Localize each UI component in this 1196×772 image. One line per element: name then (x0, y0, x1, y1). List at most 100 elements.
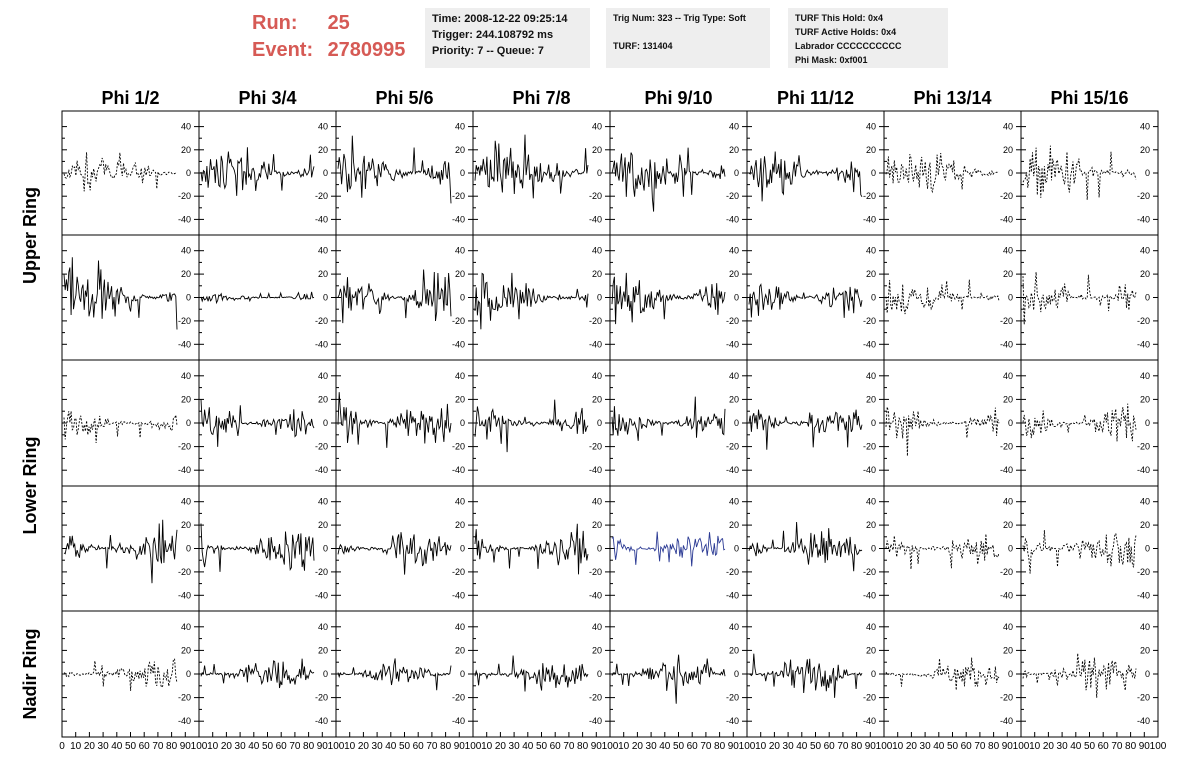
column-header-8: Phi 15/16 (1050, 88, 1128, 108)
y-tick-label: 0 (734, 669, 739, 679)
waveform-trace (748, 521, 863, 572)
y-tick-label: 40 (866, 122, 876, 132)
x-tick-label: 10 (481, 741, 493, 752)
x-tick-label: 10 (1029, 741, 1041, 752)
waveform-cell-r1-c6: -40 -20 0 20 40 (746, 110, 885, 236)
waveform-trace (885, 406, 1000, 457)
waveform-trace (63, 519, 178, 584)
waveform-trace (748, 409, 863, 450)
x-tick-label: 70 (152, 741, 164, 752)
waveform-cell-r3-c3: -40 -20 0 20 40 (335, 359, 474, 487)
x-tick-label: 50 (536, 741, 548, 752)
y-tick-label: -20 (1000, 316, 1013, 326)
row-group-label-2: Lower Ring (20, 437, 40, 535)
y-tick-label: 0 (460, 168, 465, 178)
y-tick-label: 0 (1145, 544, 1150, 554)
y-tick-label: 40 (866, 246, 876, 256)
waveform-cell-r2-c1: -40 -20 0 20 40 (61, 234, 200, 361)
y-tick-label: 0 (323, 168, 328, 178)
waveform-trace (1022, 653, 1137, 698)
x-tick-label: 100 (739, 741, 756, 752)
column-header-5: Phi 9/10 (644, 88, 712, 108)
y-tick-label: -20 (1137, 316, 1150, 326)
x-tick-label: 50 (125, 741, 137, 752)
x-tick-label: 100 (1150, 741, 1167, 752)
y-tick-label: -20 (863, 191, 876, 201)
y-tick-label: 20 (592, 645, 602, 655)
run-value: 25 (327, 12, 350, 34)
y-tick-label: 0 (460, 418, 465, 428)
y-tick-label: -20 (589, 693, 602, 703)
y-tick-label: 40 (455, 622, 465, 632)
y-tick-label: 20 (1003, 145, 1013, 155)
x-tick-label: 20 (221, 741, 233, 752)
y-tick-label: 0 (1145, 669, 1150, 679)
y-tick-label: 0 (871, 418, 876, 428)
x-tick-label: 90 (1002, 741, 1014, 752)
y-tick-label: -20 (726, 567, 739, 577)
y-tick-label: 40 (1003, 122, 1013, 132)
waveform-cell-r5-c5: -40 -20 0 20 40 (609, 610, 748, 738)
x-tick-label: 30 (372, 741, 384, 752)
waveform-trace (200, 658, 315, 689)
y-tick-label: 0 (871, 293, 876, 303)
waveform-trace (200, 399, 315, 447)
y-tick-label: -40 (178, 339, 191, 349)
y-tick-label: -20 (1000, 693, 1013, 703)
y-tick-label: 20 (455, 145, 465, 155)
y-tick-label: 40 (729, 497, 739, 507)
x-tick-label: 80 (166, 741, 178, 752)
y-tick-label: 20 (318, 394, 328, 404)
x-tick-label: 10 (755, 741, 767, 752)
y-tick-label: 20 (729, 645, 739, 655)
y-tick-label: 0 (734, 544, 739, 554)
y-tick-label: -40 (726, 716, 739, 726)
trig-num-line: Trig Num: 323 -- Trig Type: Soft (613, 13, 746, 23)
y-tick-label: 0 (1145, 293, 1150, 303)
y-tick-label: 0 (871, 168, 876, 178)
waveform-trace (63, 152, 178, 192)
y-tick-label: -40 (863, 590, 876, 600)
y-tick-label: -20 (1137, 191, 1150, 201)
y-tick-label: -40 (1137, 214, 1150, 224)
waveform-trace (63, 257, 178, 330)
waveform-trace (885, 153, 1000, 194)
y-tick-label: -20 (863, 567, 876, 577)
waveform-trace (611, 272, 726, 325)
y-tick-label: -20 (178, 442, 191, 452)
x-tick-label: 50 (262, 741, 274, 752)
y-tick-label: 40 (318, 122, 328, 132)
waveform-cell-r4-c1: -40 -20 0 20 40 (61, 485, 200, 612)
y-tick-label: -20 (1000, 567, 1013, 577)
y-tick-label: 40 (318, 371, 328, 381)
y-tick-label: 20 (729, 145, 739, 155)
x-tick-label: 20 (769, 741, 781, 752)
x-tick-label: 60 (413, 741, 425, 752)
y-tick-label: 20 (455, 394, 465, 404)
x-tick-label: 30 (646, 741, 658, 752)
x-tick-label: 90 (865, 741, 877, 752)
y-tick-label: 20 (1140, 645, 1150, 655)
x-tick-label: 60 (824, 741, 836, 752)
priority-queue-line: Priority: 7 -- Queue: 7 (432, 45, 544, 57)
y-tick-label: 40 (592, 122, 602, 132)
x-tick-label: 30 (235, 741, 247, 752)
y-tick-label: 40 (729, 622, 739, 632)
x-tick-label: 30 (783, 741, 795, 752)
column-header-4: Phi 7/8 (512, 88, 570, 108)
y-tick-label: -40 (1137, 590, 1150, 600)
y-tick-label: 20 (455, 645, 465, 655)
y-tick-label: 0 (323, 669, 328, 679)
y-tick-label: -20 (315, 567, 328, 577)
y-tick-label: 20 (1140, 145, 1150, 155)
y-tick-label: 40 (1003, 622, 1013, 632)
turf-num-line: TURF: 131404 (613, 41, 673, 51)
x-tick-label: 90 (317, 741, 329, 752)
waveform-trace (1022, 145, 1137, 200)
waveform-cell-r1-c5: -40 -20 0 20 40 (609, 110, 748, 236)
waveform-cell-r5-c7: -40 -20 0 20 40 (883, 610, 1022, 738)
y-tick-label: 20 (592, 394, 602, 404)
waveform-trace (748, 283, 863, 318)
y-tick-label: 0 (734, 168, 739, 178)
y-tick-label: 40 (1003, 497, 1013, 507)
